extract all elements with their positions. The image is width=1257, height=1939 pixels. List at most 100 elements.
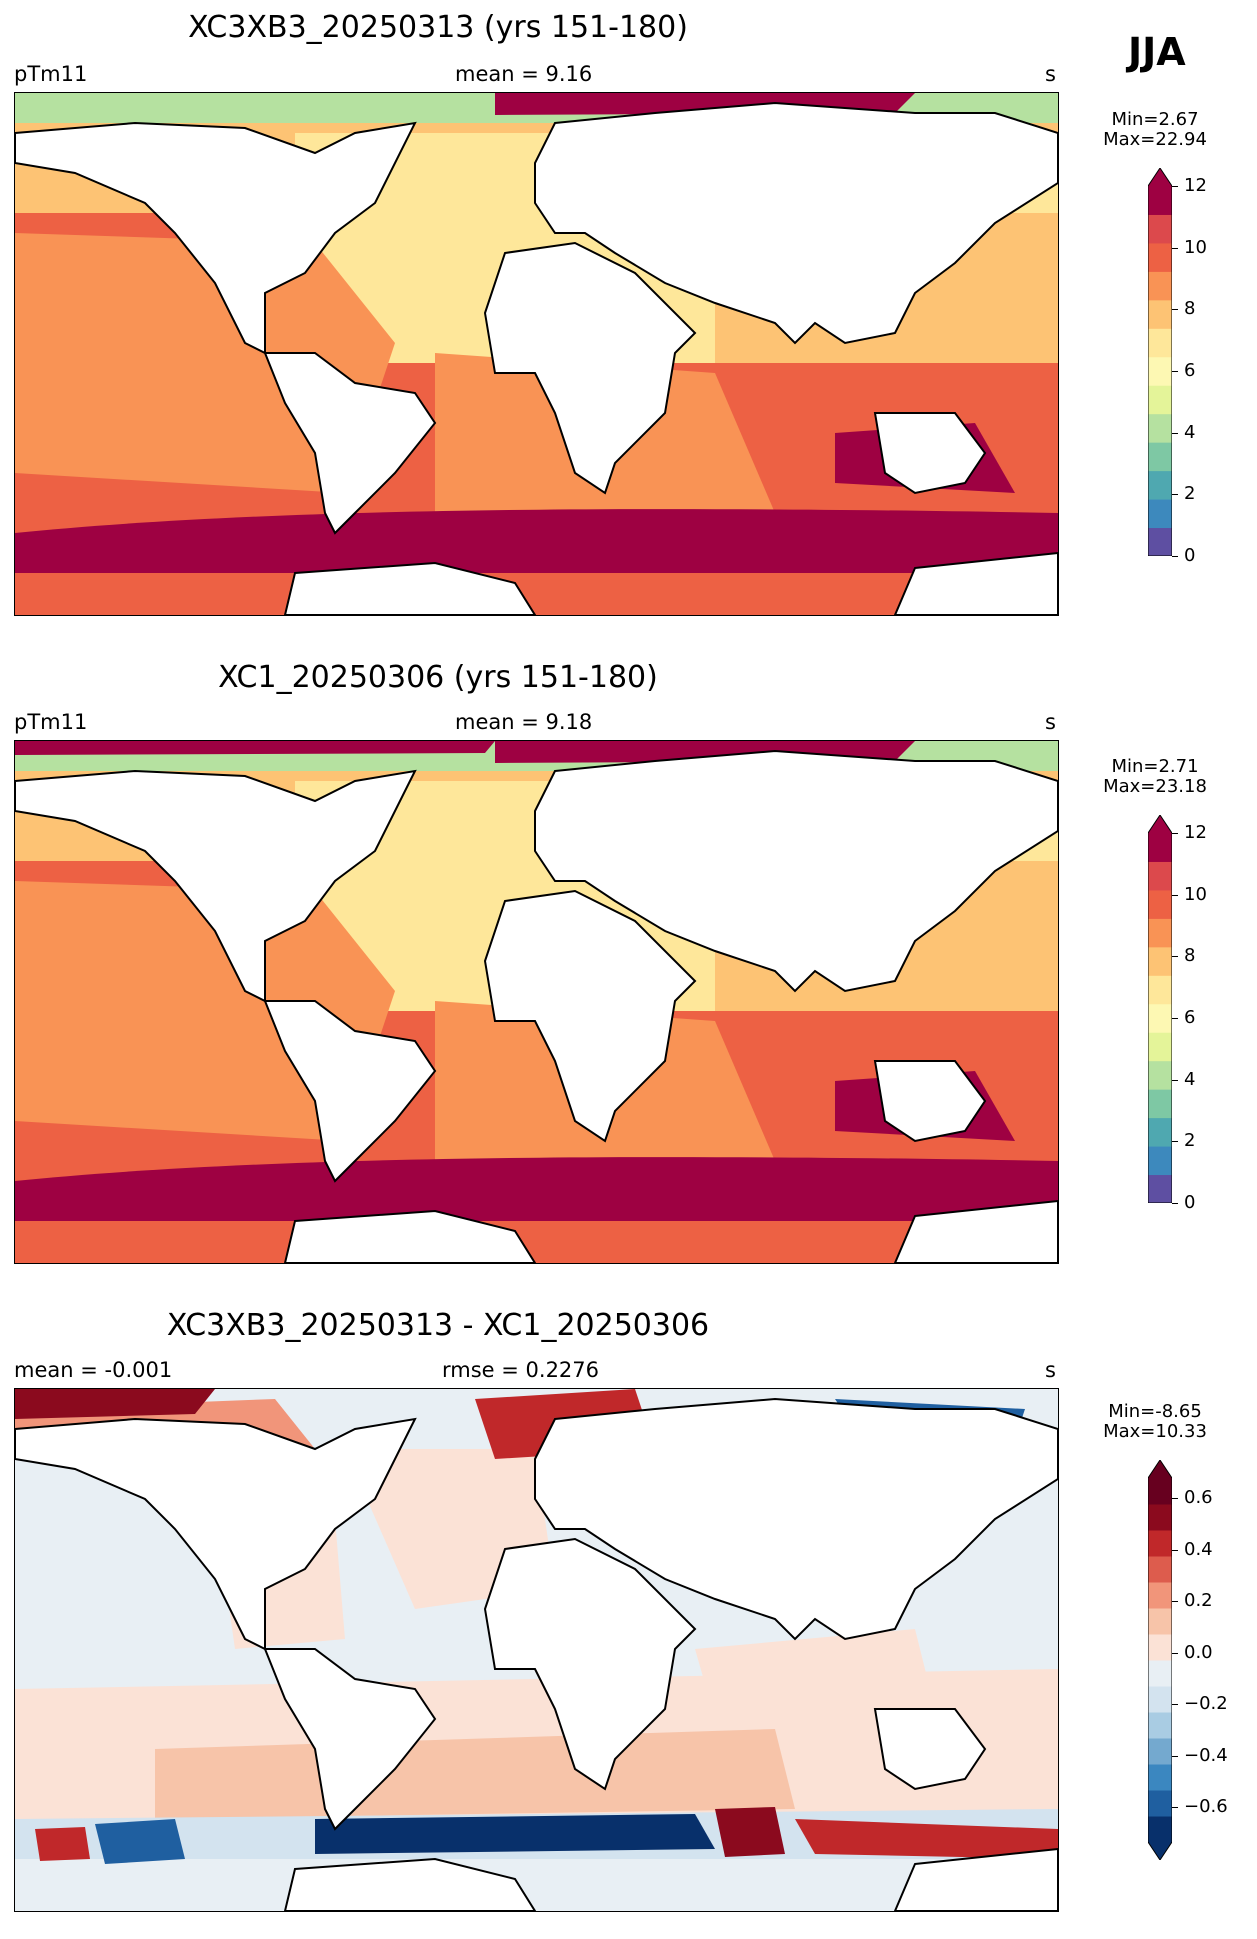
colorbar-segment — [1148, 442, 1172, 472]
colorbar-segment — [1148, 1174, 1172, 1204]
colorbar-tick-label: 6 — [1184, 1007, 1196, 1028]
colorbar-tick-mark — [1172, 1755, 1178, 1757]
colorbar-tick-label: 8 — [1184, 945, 1196, 967]
colorbar-tick-label: 12 — [1184, 822, 1207, 843]
panel1-colorbar-svg — [1147, 167, 1173, 557]
colorbar-segment — [1148, 356, 1172, 386]
colorbar-tick-mark — [1172, 894, 1178, 896]
colorbar-tick-mark — [1172, 1498, 1178, 1499]
colorbar-tick-label: 0.0 — [1184, 1641, 1213, 1663]
panel2-mean-label: mean = 9.18 — [455, 710, 593, 734]
colorbar-tick-mark — [1172, 247, 1178, 249]
colorbar-segment — [1148, 328, 1172, 358]
colorbar-segment — [1148, 1556, 1172, 1583]
colorbar-tick-mark — [1172, 1079, 1178, 1081]
colorbar-tick-label: 2 — [1184, 1130, 1196, 1152]
colorbar-tick-label: 10 — [1184, 236, 1207, 258]
colorbar-segment — [1148, 1764, 1172, 1791]
colorbar-tick-label: 0.4 — [1184, 1538, 1213, 1560]
panel3-min-label: Min=-8.65 — [1108, 1401, 1202, 1422]
colorbar-segment — [1148, 889, 1172, 919]
colorbar-tick-mark — [1172, 1601, 1178, 1602]
colorbar-extend-bottom — [1148, 1842, 1172, 1860]
panel3-max-label: Max=10.33 — [1103, 1421, 1207, 1442]
panel1-min-label: Min=2.67 — [1111, 109, 1199, 130]
colorbar-tick-label: 0.2 — [1184, 1590, 1213, 1611]
colorbar-tick-label: 8 — [1184, 298, 1196, 320]
colorbar-tick-mark — [1172, 1549, 1178, 1551]
colorbar-tick-label: −0.6 — [1184, 1796, 1228, 1817]
panel1-variable-label: pTm11 — [14, 62, 88, 86]
colorbar-tick-label: 10 — [1184, 883, 1207, 905]
colorbar-tick-mark — [1172, 494, 1178, 496]
colorbar-segment — [1148, 1634, 1172, 1661]
colorbar-segment — [1148, 861, 1172, 891]
panel2-map-svg — [15, 741, 1058, 1263]
panel2-min-label: Min=2.71 — [1111, 756, 1199, 777]
colorbar-segment — [1148, 1146, 1172, 1176]
colorbar-tick-mark — [1172, 1652, 1178, 1654]
panel1-map — [14, 92, 1059, 616]
panel3-mean-label: mean = -0.001 — [14, 1358, 173, 1382]
colorbar-segment — [1148, 1117, 1172, 1147]
colorbar-segment — [1148, 833, 1172, 862]
colorbar-segment — [1148, 1060, 1172, 1090]
colorbar-segment — [1148, 299, 1172, 329]
colorbar-tick-mark — [1172, 1141, 1178, 1143]
colorbar-segment — [1148, 918, 1172, 948]
colorbar-tick-label: 2 — [1184, 483, 1196, 505]
colorbar-tick-label: 4 — [1184, 1068, 1196, 1090]
panel1-title: XC3XB3_20250313 (yrs 151-180) — [188, 10, 688, 45]
colorbar-segment — [1148, 975, 1172, 1005]
colorbar-segment — [1148, 499, 1172, 529]
colorbar-extend-top — [1148, 1460, 1172, 1478]
colorbar-segment — [1148, 1089, 1172, 1119]
panel3-units-label: s — [1045, 1358, 1056, 1382]
colorbar-segment — [1148, 413, 1172, 443]
colorbar-segment — [1148, 1530, 1172, 1557]
colorbar-tick-label: 0 — [1184, 1192, 1196, 1213]
colorbar-segment — [1148, 1582, 1172, 1609]
panel1-max-label: Max=22.94 — [1103, 129, 1207, 150]
panel2-variable-label: pTm11 — [14, 710, 88, 734]
colorbar-segment — [1148, 1478, 1172, 1505]
colorbar-tick-mark — [1172, 371, 1178, 372]
colorbar-segment — [1148, 186, 1172, 215]
panel3-map-svg — [15, 1389, 1058, 1911]
colorbar-extend-top — [1148, 815, 1172, 833]
colorbar-tick-label: 6 — [1184, 360, 1196, 381]
colorbar-segment — [1148, 1712, 1172, 1739]
colorbar-segment — [1148, 470, 1172, 500]
colorbar-segment — [1148, 1790, 1172, 1817]
colorbar-segment — [1148, 271, 1172, 301]
panel3-title: XC3XB3_20250313 - XC1_20250306 — [166, 1308, 710, 1343]
panel3-colorbar-svg — [1147, 1459, 1173, 1861]
colorbar-tick-mark — [1172, 1704, 1178, 1705]
colorbar-tick-mark — [1172, 1807, 1178, 1808]
colorbar-tick-mark — [1172, 186, 1178, 187]
colorbar-segment — [1148, 1608, 1172, 1635]
colorbar-tick-mark — [1172, 833, 1178, 834]
panel2-max-label: Max=23.18 — [1103, 776, 1207, 797]
colorbar-tick-label: 0 — [1184, 545, 1196, 566]
panel3-map — [14, 1388, 1059, 1912]
season-label: JJA — [1128, 30, 1186, 74]
colorbar-tick-label: 0.6 — [1184, 1487, 1213, 1508]
panel2-colorbar-svg — [1147, 814, 1173, 1204]
colorbar-segment — [1148, 1032, 1172, 1062]
colorbar-tick-label: 4 — [1184, 421, 1196, 443]
colorbar-tick-label: −0.4 — [1184, 1744, 1228, 1766]
colorbar-segment — [1148, 1686, 1172, 1713]
panel2-map — [14, 740, 1059, 1264]
panel2-colorbar — [1147, 814, 1173, 1204]
panel1-map-svg — [15, 93, 1058, 615]
colorbar-tick-mark — [1172, 1203, 1178, 1204]
colorbar-segment — [1148, 214, 1172, 244]
colorbar-segment — [1148, 385, 1172, 415]
panel1-mean-label: mean = 9.16 — [455, 62, 593, 86]
panel3-rmse-label: rmse = 0.2276 — [442, 1358, 600, 1382]
colorbar-tick-mark — [1172, 432, 1178, 434]
colorbar-segment — [1148, 946, 1172, 976]
panel2-units-label: s — [1045, 710, 1056, 734]
colorbar-segment — [1148, 527, 1172, 557]
